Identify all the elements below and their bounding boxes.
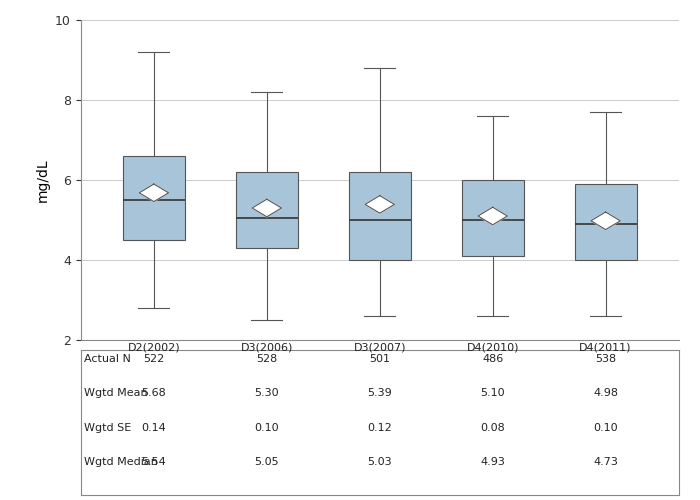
Text: D4(2010): D4(2010) bbox=[466, 342, 519, 352]
Text: 0.10: 0.10 bbox=[255, 422, 279, 432]
Text: 538: 538 bbox=[595, 354, 616, 364]
Polygon shape bbox=[252, 199, 281, 217]
Text: Wgtd Mean: Wgtd Mean bbox=[84, 388, 148, 398]
Text: 0.08: 0.08 bbox=[480, 422, 505, 432]
Text: 5.54: 5.54 bbox=[141, 457, 167, 467]
Bar bbox=[122, 156, 185, 240]
Text: 4.93: 4.93 bbox=[480, 457, 505, 467]
Text: 0.12: 0.12 bbox=[368, 422, 392, 432]
Polygon shape bbox=[139, 184, 169, 202]
Text: Actual N: Actual N bbox=[84, 354, 131, 364]
Bar bbox=[236, 172, 298, 248]
Text: 528: 528 bbox=[256, 354, 277, 364]
Text: 522: 522 bbox=[144, 354, 164, 364]
Text: 4.98: 4.98 bbox=[593, 388, 618, 398]
Text: 5.03: 5.03 bbox=[368, 457, 392, 467]
Text: D2(2002): D2(2002) bbox=[127, 342, 180, 352]
Text: D4(2011): D4(2011) bbox=[580, 342, 632, 352]
Text: 5.30: 5.30 bbox=[255, 388, 279, 398]
Polygon shape bbox=[365, 196, 394, 213]
Bar bbox=[461, 180, 524, 256]
Text: 0.10: 0.10 bbox=[594, 422, 618, 432]
Bar bbox=[349, 172, 411, 260]
Text: 0.14: 0.14 bbox=[141, 422, 167, 432]
Text: 5.39: 5.39 bbox=[368, 388, 392, 398]
Text: Wgtd SE: Wgtd SE bbox=[84, 422, 132, 432]
Text: 4.73: 4.73 bbox=[593, 457, 618, 467]
Text: 5.10: 5.10 bbox=[480, 388, 505, 398]
Text: 501: 501 bbox=[370, 354, 391, 364]
Text: 5.05: 5.05 bbox=[255, 457, 279, 467]
Text: D3(2007): D3(2007) bbox=[354, 342, 406, 352]
Text: 5.68: 5.68 bbox=[141, 388, 167, 398]
Polygon shape bbox=[591, 212, 620, 230]
Polygon shape bbox=[478, 207, 508, 225]
Text: 486: 486 bbox=[482, 354, 503, 364]
Bar bbox=[575, 184, 637, 260]
Text: Wgtd Median: Wgtd Median bbox=[84, 457, 158, 467]
Y-axis label: mg/dL: mg/dL bbox=[35, 158, 49, 202]
Text: D3(2006): D3(2006) bbox=[241, 342, 293, 352]
